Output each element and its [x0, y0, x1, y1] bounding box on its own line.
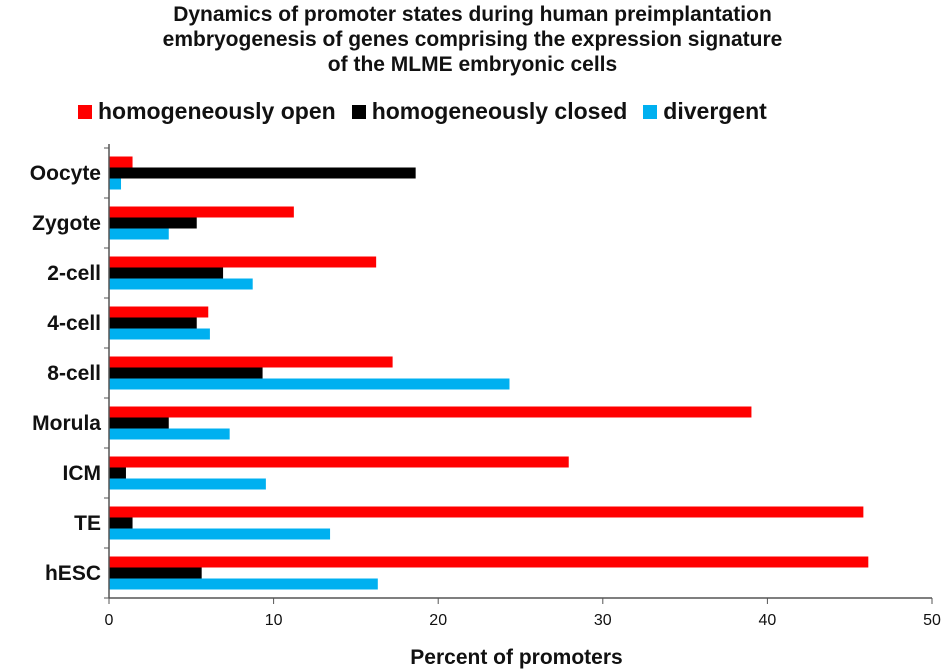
- legend-item-closed: homogeneously closed: [351, 98, 628, 125]
- category-label: 4-cell: [47, 312, 101, 335]
- bar-te-divergent: [109, 528, 331, 540]
- bar-te-homogeneously-open: [109, 506, 864, 518]
- category-label: hESC: [45, 562, 101, 585]
- legend-swatch-open: [78, 104, 92, 119]
- bar-hesc-homogeneously-closed: [109, 567, 202, 579]
- category-label: 2-cell: [47, 262, 101, 285]
- legend-swatch-closed: [351, 104, 366, 119]
- bar-hesc-homogeneously-open: [109, 556, 869, 568]
- bar-te-homogeneously-closed: [109, 517, 133, 529]
- legend-label-closed: homogeneously closed: [371, 98, 628, 124]
- chart-title: Dynamics of promoter states during human…: [0, 2, 945, 77]
- bar-zygote-divergent: [109, 228, 169, 240]
- bar-icm-homogeneously-closed: [109, 467, 126, 479]
- bars-group: [109, 156, 869, 590]
- x-tick-label: 20: [429, 612, 447, 629]
- category-label: Zygote: [32, 212, 101, 235]
- legend-item-divergent: divergent: [643, 98, 767, 125]
- chart-title-line-2: embryogenesis of genes comprising the ex…: [162, 28, 783, 51]
- bar-2-cell-homogeneously-closed: [109, 267, 224, 279]
- axes-group: Oocyte Zygote 2-cell 4-cell 8-cell Morula ICM T…: [30, 144, 941, 629]
- bar-4-cell-homogeneously-open: [109, 306, 209, 318]
- bar-4-cell-homogeneously-closed: [109, 317, 197, 329]
- bar-2-cell-homogeneously-open: [109, 256, 377, 268]
- x-tick-label: 10: [265, 612, 283, 629]
- bar-morula-homogeneously-closed: [109, 417, 169, 429]
- bar-morula-divergent: [109, 428, 230, 440]
- chart-title-line-1: Dynamics of promoter states during human…: [173, 3, 772, 26]
- bar-icm-divergent: [109, 478, 266, 490]
- legend-label-divergent: divergent: [663, 98, 767, 124]
- bar-icm-homogeneously-open: [109, 456, 569, 468]
- bar-2-cell-divergent: [109, 278, 253, 290]
- category-label: Oocyte: [30, 162, 101, 185]
- chart-title-line-3: of the MLME embryonic cells: [327, 53, 618, 76]
- category-label: Morula: [32, 412, 101, 435]
- category-label: 8-cell: [47, 362, 101, 385]
- bar-oocyte-homogeneously-open: [109, 156, 133, 168]
- bar-8-cell-homogeneously-closed: [109, 367, 263, 379]
- bar-oocyte-homogeneously-closed: [109, 167, 416, 179]
- x-tick-label: 50: [923, 612, 941, 629]
- category-label: TE: [74, 512, 101, 535]
- bar-zygote-homogeneously-closed: [109, 217, 197, 229]
- bar-hesc-divergent: [109, 578, 378, 590]
- x-tick-label: 0: [105, 612, 114, 629]
- bar-morula-homogeneously-open: [109, 406, 752, 418]
- category-label: ICM: [63, 462, 102, 485]
- bar-8-cell-divergent: [109, 378, 510, 390]
- bar-oocyte-divergent: [109, 178, 122, 190]
- legend-swatch-divergent: [643, 104, 658, 119]
- x-tick-label: 30: [594, 612, 612, 629]
- bar-4-cell-divergent: [109, 328, 210, 340]
- x-tick-label: 40: [759, 612, 777, 629]
- x-axis-title: Percent of promoters: [410, 646, 622, 669]
- bar-8-cell-homogeneously-open: [109, 356, 393, 368]
- chart-legend: homogeneously open homogeneously closed …: [78, 98, 783, 125]
- bar-zygote-homogeneously-open: [109, 206, 294, 218]
- legend-item-open: homogeneously open: [78, 98, 336, 125]
- legend-label-open: homogeneously open: [98, 98, 336, 124]
